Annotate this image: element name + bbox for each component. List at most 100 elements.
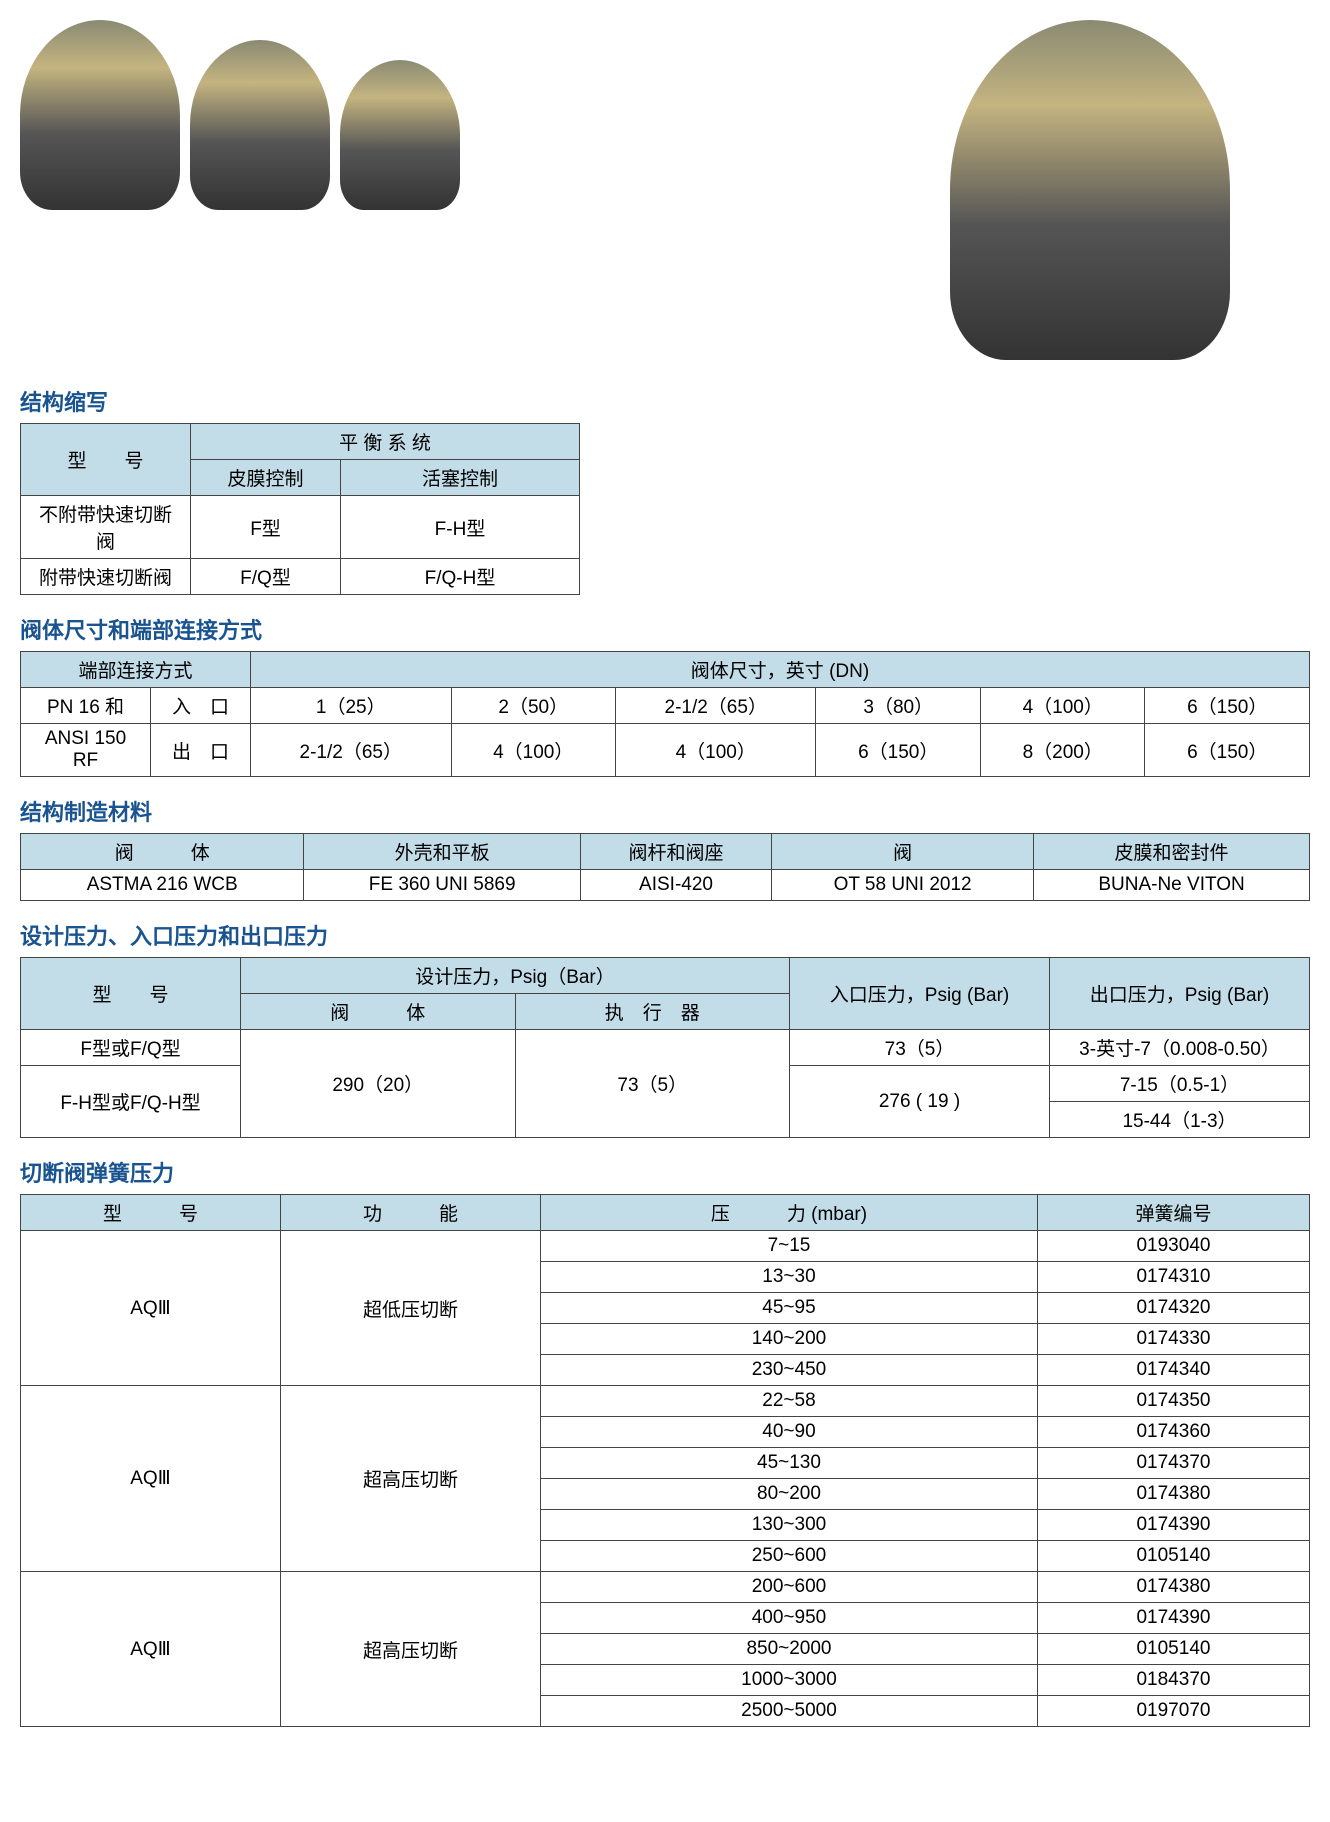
left-image-group <box>20 20 460 210</box>
s-g1-r0-s: 0193040 <box>1037 1231 1309 1262</box>
section-title-structure: 结构缩写 <box>20 385 1310 417</box>
mat-v0: ASTMA 216 WCB <box>21 870 304 901</box>
th-model: 型 号 <box>21 424 191 496</box>
s-g1-model: AQⅢ <box>21 1231 281 1386</box>
s-g1-r4-p: 230~450 <box>541 1355 1038 1386</box>
p-body: 290（20） <box>241 1030 516 1138</box>
product-image-3 <box>340 60 460 210</box>
p-th-inlet: 入口压力，Psig (Bar) <box>790 958 1050 1030</box>
product-images-row <box>20 20 1310 365</box>
section-title-pressure: 设计压力、入口压力和出口压力 <box>20 919 1310 951</box>
s-g2-r0-p: 22~58 <box>541 1386 1038 1417</box>
th-balance: 平 衡 系 统 <box>191 424 580 460</box>
mat-h3: 阀 <box>772 834 1034 870</box>
section-title-materials: 结构制造材料 <box>20 795 1310 827</box>
p-th-act: 执 行 器 <box>515 994 790 1030</box>
cell-row1-c2: F-H型 <box>341 496 580 559</box>
p-r1-inlet: 73（5） <box>790 1030 1050 1066</box>
p-th-body: 阀 体 <box>241 994 516 1030</box>
structure-abbrev-table: 型 号 平 衡 系 统 皮膜控制 活塞控制 不附带快速切断阀 F型 F-H型 附… <box>20 423 580 595</box>
s-g3-r0-s: 0174380 <box>1037 1572 1309 1603</box>
cell-r1-4: 4（100） <box>980 688 1144 724</box>
s-g2-func: 超高压切断 <box>281 1386 541 1572</box>
cell-row2-c2: F/Q-H型 <box>341 559 580 595</box>
s-g1-r4-s: 0174340 <box>1037 1355 1309 1386</box>
cell-r1b: 入 口 <box>151 688 251 724</box>
right-image-group <box>950 20 1310 365</box>
s-g1-r0-p: 7~15 <box>541 1231 1038 1262</box>
cell-r2-4: 8（200） <box>980 724 1144 777</box>
materials-table: 阀 体 外壳和平板 阀杆和阀座 阀 皮膜和密封件 ASTMA 216 WCB F… <box>20 833 1310 901</box>
s-g2-r5-p: 250~600 <box>541 1541 1038 1572</box>
p-r2-outlet-a: 7-15（0.5-1） <box>1050 1066 1310 1102</box>
product-image-2 <box>190 40 330 210</box>
s-g2-r1-s: 0174360 <box>1037 1417 1309 1448</box>
cell-r2-2: 4（100） <box>615 724 816 777</box>
cell-row1-c1: F型 <box>191 496 341 559</box>
cell-r1-1: 2（50） <box>451 688 615 724</box>
s-h-model: 型 号 <box>21 1195 281 1231</box>
s-g2-r5-s: 0105140 <box>1037 1541 1309 1572</box>
s-g3-r2-s: 0105140 <box>1037 1634 1309 1665</box>
cell-r1-0: 1（25） <box>251 688 452 724</box>
s-g2-r1-p: 40~90 <box>541 1417 1038 1448</box>
s-g2-r0-s: 0174350 <box>1037 1386 1309 1417</box>
body-size-table: 端部连接方式 阀体尺寸，英寸 (DN) PN 16 和 入 口 1（25） 2（… <box>20 651 1310 777</box>
s-g3-func: 超高压切断 <box>281 1572 541 1727</box>
th-membrane: 皮膜控制 <box>191 460 341 496</box>
s-g3-r4-s: 0197070 <box>1037 1696 1309 1727</box>
mat-h1: 外壳和平板 <box>304 834 581 870</box>
s-g1-r1-s: 0174310 <box>1037 1262 1309 1293</box>
th-piston: 活塞控制 <box>341 460 580 496</box>
s-h-func: 功 能 <box>281 1195 541 1231</box>
mat-h4: 皮膜和密封件 <box>1034 834 1310 870</box>
s-g3-r3-p: 1000~3000 <box>541 1665 1038 1696</box>
p-r2-inlet: 276 ( 19 ) <box>790 1066 1050 1138</box>
cell-r2a: ANSI 150 RF <box>21 724 151 777</box>
cell-r2-5: 6（150） <box>1145 724 1310 777</box>
s-h-spring: 弹簧编号 <box>1037 1195 1309 1231</box>
s-g2-r2-p: 45~130 <box>541 1448 1038 1479</box>
s-g1-r2-p: 45~95 <box>541 1293 1038 1324</box>
s-g3-r1-p: 400~950 <box>541 1603 1038 1634</box>
s-g1-r3-s: 0174330 <box>1037 1324 1309 1355</box>
s-g3-r0-p: 200~600 <box>541 1572 1038 1603</box>
spring-table: 型 号 功 能 压 力 (mbar) 弹簧编号 AQⅢ 超低压切断 7~15 0… <box>20 1194 1310 1727</box>
cell-r2-0: 2-1/2（65） <box>251 724 452 777</box>
cell-r1-3: 3（80） <box>816 688 980 724</box>
section-title-spring: 切断阀弹簧压力 <box>20 1156 1310 1188</box>
pressure-table: 型 号 设计压力，Psig（Bar） 入口压力，Psig (Bar) 出口压力，… <box>20 957 1310 1138</box>
mat-v2: AISI-420 <box>580 870 771 901</box>
s-g1-r2-s: 0174320 <box>1037 1293 1309 1324</box>
cell-r1a: PN 16 和 <box>21 688 151 724</box>
cell-r2-1: 4（100） <box>451 724 615 777</box>
th-conn: 端部连接方式 <box>21 652 251 688</box>
s-g3-r1-s: 0174390 <box>1037 1603 1309 1634</box>
product-image-4 <box>950 20 1230 360</box>
cell-r2b: 出 口 <box>151 724 251 777</box>
p-r1-model: F型或F/Q型 <box>21 1030 241 1066</box>
s-h-press: 压 力 (mbar) <box>541 1195 1038 1231</box>
s-g2-r4-s: 0174390 <box>1037 1510 1309 1541</box>
mat-v3: OT 58 UNI 2012 <box>772 870 1034 901</box>
cell-r2-3: 6（150） <box>816 724 980 777</box>
cell-r1-2: 2-1/2（65） <box>615 688 816 724</box>
mat-v1: FE 360 UNI 5869 <box>304 870 581 901</box>
s-g3-r4-p: 2500~5000 <box>541 1696 1038 1727</box>
section-title-body-size: 阀体尺寸和端部连接方式 <box>20 613 1310 645</box>
s-g1-func: 超低压切断 <box>281 1231 541 1386</box>
p-r1-outlet: 3-英寸-7（0.008-0.50） <box>1050 1030 1310 1066</box>
p-r2-model: F-H型或F/Q-H型 <box>21 1066 241 1138</box>
s-g1-r3-p: 140~200 <box>541 1324 1038 1355</box>
s-g2-r3-s: 0174380 <box>1037 1479 1309 1510</box>
s-g2-r4-p: 130~300 <box>541 1510 1038 1541</box>
s-g3-r2-p: 850~2000 <box>541 1634 1038 1665</box>
cell-row2-label: 附带快速切断阀 <box>21 559 191 595</box>
p-th-model: 型 号 <box>21 958 241 1030</box>
s-g2-r3-p: 80~200 <box>541 1479 1038 1510</box>
product-image-1 <box>20 20 180 210</box>
p-th-design: 设计压力，Psig（Bar） <box>241 958 790 994</box>
th-size: 阀体尺寸，英寸 (DN) <box>251 652 1310 688</box>
s-g3-model: AQⅢ <box>21 1572 281 1727</box>
cell-row1-label: 不附带快速切断阀 <box>21 496 191 559</box>
